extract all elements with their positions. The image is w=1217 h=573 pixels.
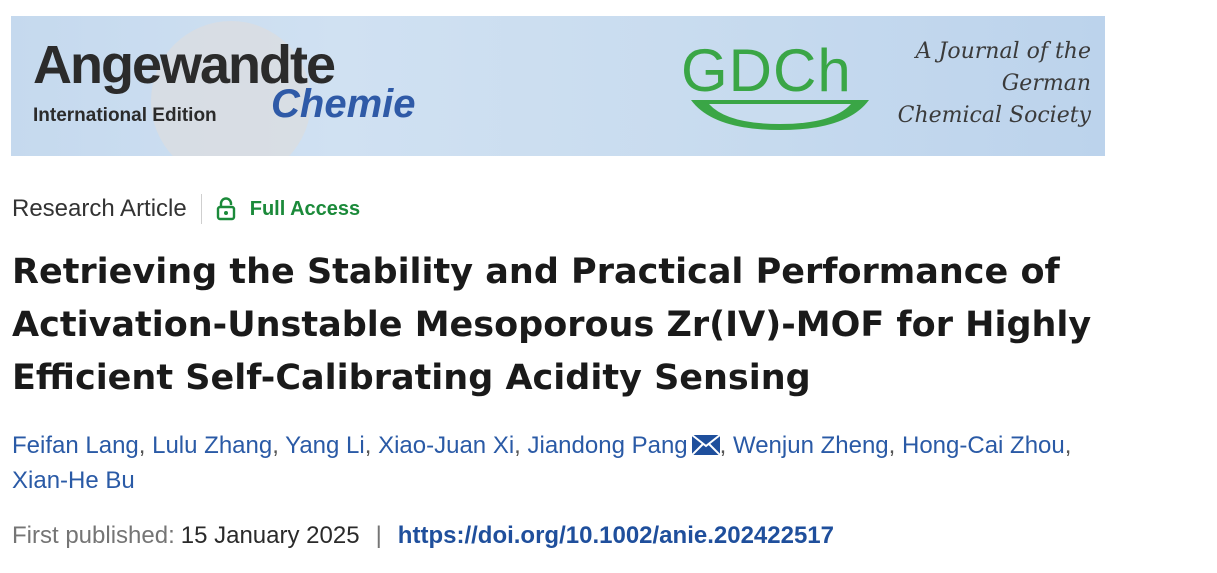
mail-icon[interactable] bbox=[691, 435, 720, 455]
tagline-line: German bbox=[1001, 71, 1091, 96]
author-link[interactable]: Yang Li bbox=[285, 432, 365, 459]
author-link[interactable]: Wenjun Zheng bbox=[732, 432, 889, 459]
first-published-label: First published: bbox=[12, 522, 175, 549]
banner-decoration bbox=[151, 21, 311, 156]
meta-divider bbox=[200, 194, 202, 224]
lock-open-icon bbox=[216, 197, 235, 221]
author-link[interactable]: Hong-Cai Zhou bbox=[902, 432, 1065, 459]
gdch-logo: GDCh bbox=[681, 37, 852, 104]
tagline-line: Chemical Society bbox=[897, 103, 1091, 128]
author-list: Feifan Lang, Lulu Zhang, Yang Li, Xiao-J… bbox=[12, 432, 1072, 494]
article-meta: Research Article Full Access bbox=[12, 193, 360, 225]
article-title: Retrieving the Stability and Practical P… bbox=[12, 252, 1092, 398]
publication-info: First published: 15 January 2025 | https… bbox=[12, 522, 834, 550]
gdch-logo-arc-icon bbox=[691, 100, 869, 130]
author-link[interactable]: Xiao-Juan Xi bbox=[378, 432, 515, 459]
tagline-line: A Journal of the bbox=[915, 39, 1091, 64]
doi-link[interactable]: https://doi.org/10.1002/anie.202422517 bbox=[397, 522, 835, 549]
journal-tagline: A Journal of the German Chemical Society bbox=[891, 36, 1091, 132]
access-label: Full Access bbox=[249, 197, 361, 220]
journal-chemie: Chemie bbox=[271, 82, 416, 126]
access-badge[interactable]: Full Access bbox=[216, 197, 360, 221]
journal-banner[interactable]: Angewandte International Edition Chemie … bbox=[11, 16, 1105, 156]
author-link[interactable]: Xian-He Bu bbox=[12, 467, 135, 494]
journal-edition: International Edition bbox=[33, 105, 217, 126]
author-link[interactable]: Lulu Zhang bbox=[152, 432, 273, 459]
first-published-date: 15 January 2025 bbox=[180, 522, 360, 549]
author-link[interactable]: Feifan Lang bbox=[12, 432, 139, 459]
journal-name: Angewandte bbox=[33, 35, 336, 95]
article-type: Research Article bbox=[12, 195, 187, 222]
pub-separator: | bbox=[375, 522, 382, 549]
author-link[interactable]: Jiandong Pang bbox=[527, 432, 688, 459]
